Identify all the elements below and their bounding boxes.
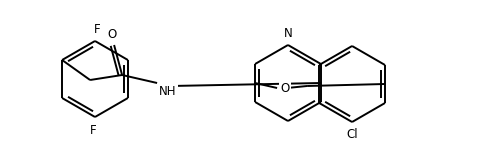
Text: N: N (284, 27, 292, 40)
Text: O: O (280, 82, 289, 94)
Text: F: F (94, 23, 100, 36)
Text: Cl: Cl (346, 128, 358, 141)
Text: NH: NH (159, 85, 176, 98)
Text: O: O (108, 28, 116, 41)
Text: F: F (90, 124, 96, 137)
